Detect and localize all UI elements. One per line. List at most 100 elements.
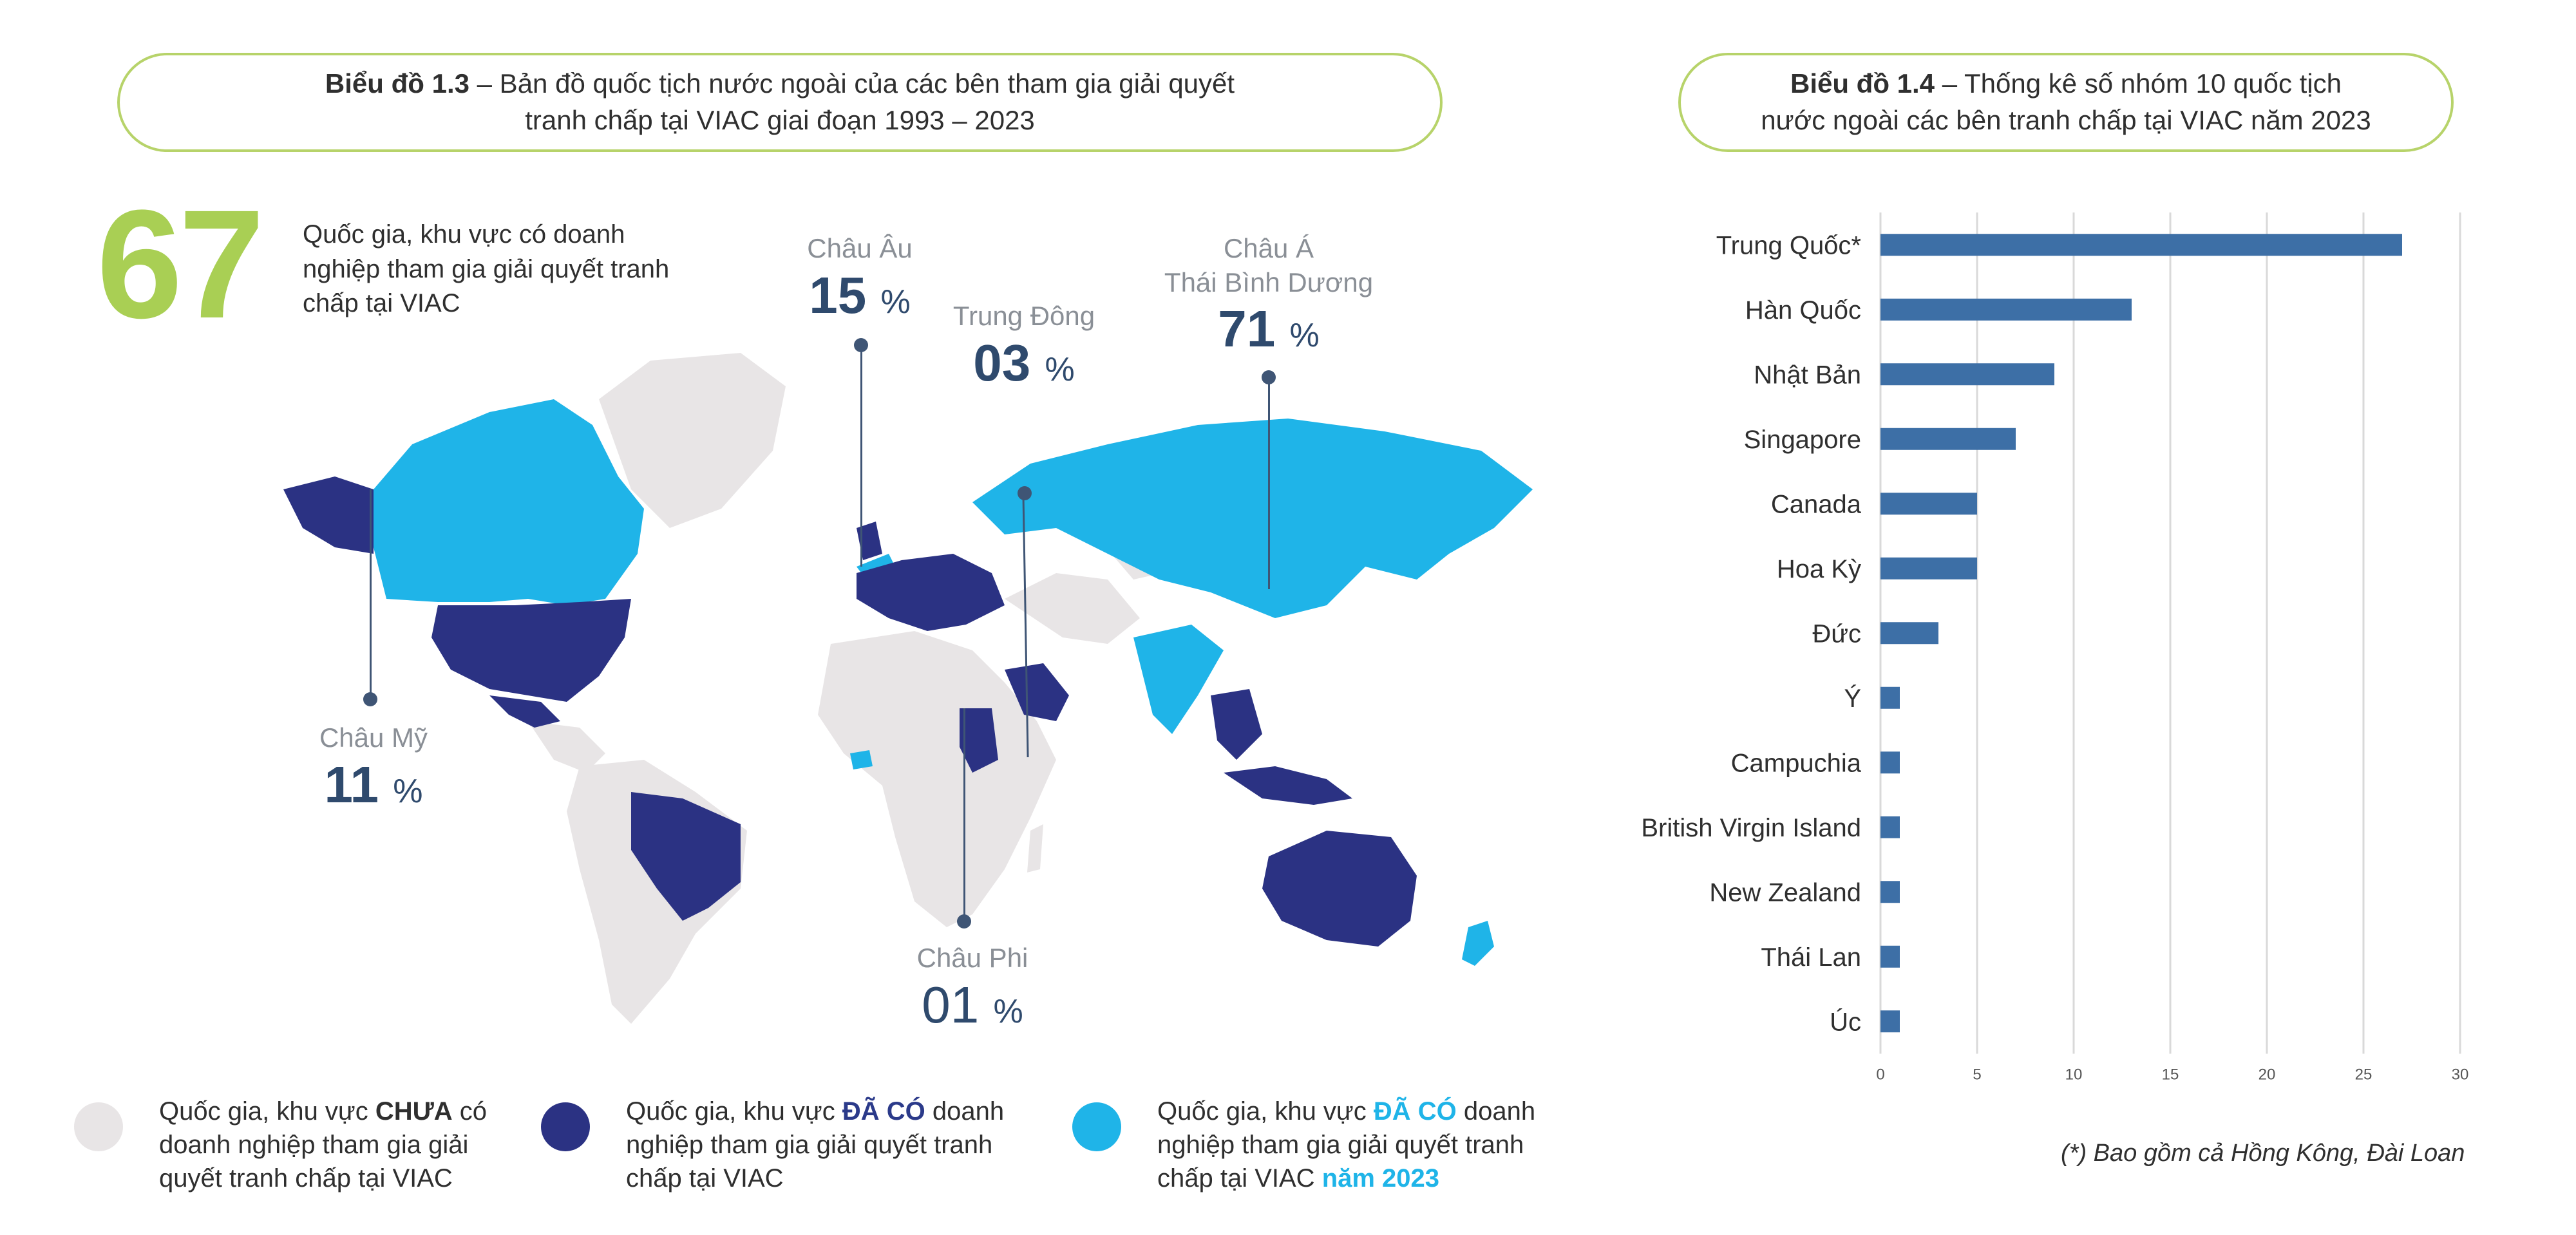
- madagascar-shape: [1027, 824, 1043, 872]
- x-tick-label: 30: [2452, 1066, 2469, 1084]
- leader-dot-america: [363, 692, 377, 706]
- map-title-box: Biểu đồ 1.3 – Bản đồ quốc tịch nước ngoà…: [117, 53, 1443, 152]
- region-europe-name: Châu Âu: [807, 233, 913, 263]
- region-middle-east-unit: %: [1045, 350, 1075, 388]
- legend-swatch-already: [541, 1102, 590, 1151]
- legend-already-pre: Quốc gia, khu vực: [626, 1097, 842, 1126]
- country-count: 67: [97, 178, 265, 350]
- africa-shape: [818, 631, 1056, 927]
- bar: [1880, 751, 1900, 774]
- bar-title-text: – Thống kê số nhóm 10 quốc tịch: [1935, 68, 2342, 99]
- bar: [1880, 363, 2054, 386]
- leader-dot-middle-east: [1018, 486, 1032, 500]
- legend-new-2023-post: doanh nghiệp tham gia giải quyết tranh c…: [1157, 1097, 1536, 1193]
- central-america-shape: [528, 721, 605, 773]
- category-label: Canada: [1771, 490, 1862, 518]
- x-tick-label: 0: [1876, 1066, 1884, 1084]
- bar: [1880, 557, 1977, 580]
- legend-already-hl: ĐÃ CÓ: [842, 1097, 925, 1126]
- middle-east-shape: [1005, 573, 1140, 644]
- legend-not-yet-hl: CHƯA: [375, 1097, 453, 1126]
- bar-title-line2: nước ngoài các bên tranh chấp tại VIAC n…: [1761, 105, 2371, 135]
- category-label: Hoa Kỳ: [1777, 555, 1861, 583]
- leader-europe: [860, 344, 862, 567]
- region-america-pct: 11: [324, 755, 379, 813]
- region-africa-pct: 01: [922, 976, 980, 1033]
- legend-swatch-new-2023: [1072, 1102, 1121, 1151]
- leader-dot-africa: [957, 914, 971, 929]
- x-tick-label: 20: [2259, 1066, 2276, 1084]
- europe-shape: [857, 554, 1005, 631]
- region-america-unit: %: [393, 772, 423, 810]
- map-already-countries: [283, 476, 1417, 947]
- southeast-asia-shape: [1211, 689, 1262, 760]
- region-asia-unit: %: [1289, 317, 1320, 354]
- bar: [1880, 428, 2016, 450]
- x-tick-label: 15: [2162, 1066, 2179, 1084]
- map-title-text: – Bản đồ quốc tịch nước ngoài của các bê…: [469, 68, 1235, 99]
- bar: [1880, 686, 1900, 709]
- region-asia-line2: Thái Bình Dương: [1164, 267, 1374, 297]
- region-asia-pacific: Châu Á Thái Bình Dương 71 %: [1133, 232, 1404, 359]
- new-zealand-shape: [1462, 921, 1494, 966]
- arabia-shape: [1005, 663, 1069, 721]
- category-label: Thái Lan: [1761, 943, 1861, 972]
- bar-chart-footnote: (*) Bao gồm cả Hồng Kông, Đài Loan: [2061, 1140, 2465, 1167]
- region-africa: Châu Phi 01 %: [895, 941, 1050, 1035]
- leader-africa: [963, 708, 965, 921]
- alaska-shape: [283, 476, 374, 554]
- legend-not-yet-pre: Quốc gia, khu vực: [159, 1097, 375, 1126]
- legend-new-2023-hl: ĐÃ CÓ: [1373, 1097, 1457, 1126]
- bar: [1880, 234, 2402, 256]
- category-label: Trung Quốc*: [1716, 231, 1861, 259]
- legend-swatch-not-yet: [74, 1102, 123, 1151]
- region-middle-east: Trung Đông 03 %: [927, 299, 1121, 393]
- east-africa-shape: [960, 708, 998, 773]
- category-label: Hàn Quốc: [1745, 296, 1861, 325]
- category-label: New Zealand: [1709, 878, 1861, 907]
- region-europe-pct: 15: [809, 266, 867, 324]
- region-middle-east-pct: 03: [973, 334, 1031, 391]
- west-africa-dot: [850, 750, 873, 769]
- bar-title-bold: Biểu đồ 1.4: [1790, 68, 1935, 99]
- category-label: British Virgin Island: [1641, 814, 1861, 842]
- category-label: Ý: [1844, 684, 1861, 713]
- canada-shape: [374, 399, 644, 605]
- usa-shape: [431, 599, 631, 702]
- australia-shape: [1262, 831, 1417, 947]
- leader-dot-asia: [1262, 370, 1276, 384]
- legend-not-yet-post: có doanh nghiệp tham gia giải quyết tran…: [159, 1097, 488, 1193]
- bar: [1880, 493, 1977, 515]
- category-label: Campuchia: [1731, 749, 1862, 777]
- bar: [1880, 816, 1900, 838]
- region-america: Châu Mỹ 11 %: [296, 721, 451, 815]
- leader-dot-europe: [854, 338, 868, 352]
- bar: [1880, 1010, 1900, 1033]
- category-label: Đức: [1812, 619, 1861, 648]
- mexico-shape: [489, 695, 560, 728]
- legend-already: Quốc gia, khu vực ĐÃ CÓ doanh nghiệp tha…: [541, 1095, 1005, 1195]
- region-africa-unit: %: [993, 992, 1023, 1030]
- region-asia-line1: Châu Á: [1223, 233, 1314, 263]
- region-asia-pct: 71: [1218, 300, 1276, 357]
- region-africa-name: Châu Phi: [916, 943, 1028, 973]
- country-count-caption: Quốc gia, khu vực có doanh nghiệp tham g…: [303, 220, 670, 318]
- category-label: Singapore: [1744, 426, 1861, 454]
- south-asia-shape: [1133, 625, 1224, 734]
- legend-new-2023: Quốc gia, khu vực ĐÃ CÓ doanh nghiệp tha…: [1072, 1095, 1549, 1195]
- region-middle-east-name: Trung Đông: [952, 301, 1095, 331]
- x-tick-label: 25: [2355, 1066, 2372, 1084]
- bar-title-box: Biểu đồ 1.4 – Thống kê số nhóm 10 quốc t…: [1678, 53, 2454, 152]
- legend-new-2023-hl2: năm 2023: [1321, 1164, 1440, 1193]
- x-tick-label: 5: [1973, 1066, 1981, 1084]
- bar: [1880, 881, 1900, 903]
- greenland-shape: [599, 353, 786, 528]
- map-title-bold: Biểu đồ 1.3: [325, 68, 469, 99]
- map-title-line2: tranh chấp tại VIAC giai đoạn 1993 – 202…: [525, 105, 1035, 135]
- x-tick-label: 10: [2065, 1066, 2083, 1084]
- map-new-2023-countries: [374, 399, 1533, 966]
- region-america-name: Châu Mỹ: [319, 722, 428, 753]
- bar: [1880, 298, 2132, 321]
- leader-america: [370, 489, 372, 699]
